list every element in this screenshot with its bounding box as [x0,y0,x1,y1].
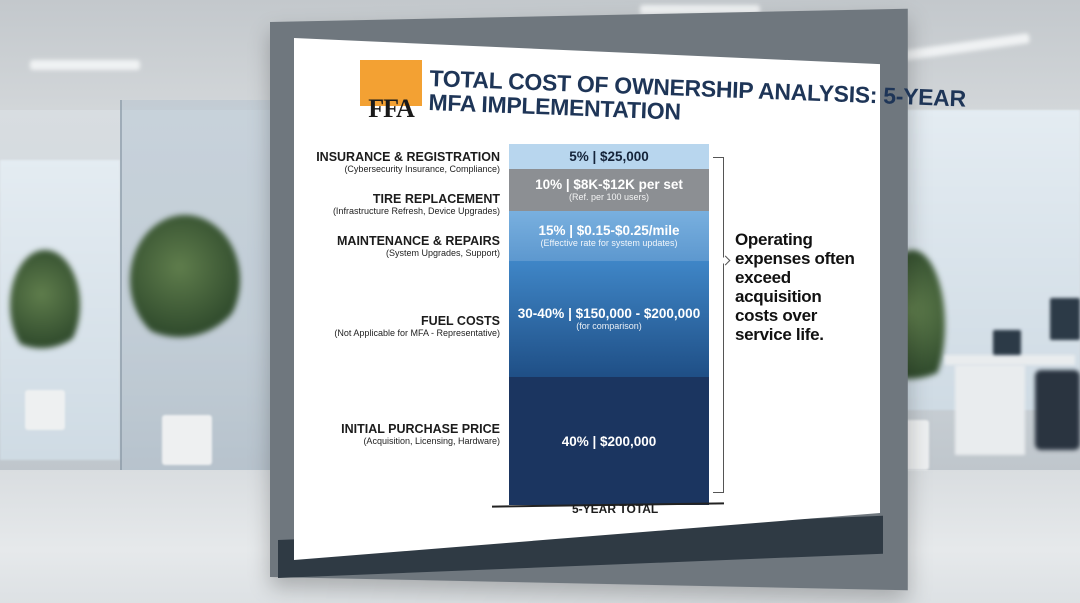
plant-pot [162,415,212,465]
segment-tire-replacement: 10% | $8K-$12K per set (Ref. per 100 use… [509,169,709,212]
segment-fuel-costs: 30-40% | $150,000 - $200,000 (for compar… [509,261,709,378]
plant [10,250,80,360]
logo-ffa-text: FFA [368,94,415,123]
laptop [993,330,1021,355]
office-chair [1035,370,1080,450]
label-insurance: INSURANCE & REGISTRATION (Cybersecurity … [316,150,500,174]
monitor [1050,298,1080,340]
annotation-note: Operating expenses often exceed acquisit… [735,230,855,344]
plant-pot [25,390,65,430]
segment-maintenance: 15% | $0.15-$0.25/mile (Effective rate f… [509,211,709,262]
label-fuel-costs: FUEL COSTS (Not Applicable for MFA - Rep… [334,314,500,338]
desk [945,355,1075,365]
label-initial-purchase: INITIAL PURCHASE PRICE (Acquisition, Lic… [341,422,500,446]
operating-expenses-bracket [713,157,724,493]
ceiling-light [30,60,140,70]
segment-insurance: 5% | $25,000 [509,144,709,170]
logo-m [360,60,422,106]
ceiling-light [640,5,760,15]
label-tire-replacement: TIRE REPLACEMENT (Infrastructure Refresh… [332,192,500,216]
plant [130,215,240,345]
desk-cabinet [955,365,1025,455]
x-axis-label: 5-YEAR TOTAL [572,502,659,516]
mffa-logo: FFA [358,60,424,124]
segment-initial-purchase: 40% | $200,000 [509,377,709,505]
label-maintenance: MAINTENANCE & REPAIRS (System Upgrades, … [337,234,500,258]
